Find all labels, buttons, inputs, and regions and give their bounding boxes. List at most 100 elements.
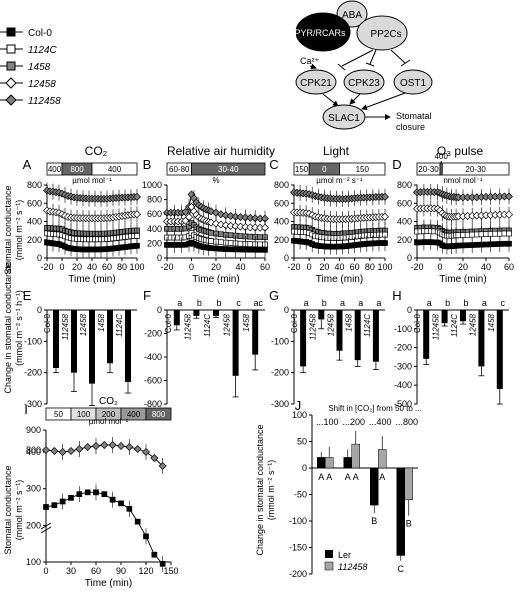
y-tick-label: -300 [394,361,412,371]
data-point [134,233,140,239]
data-point [506,240,512,247]
bar [89,310,95,384]
category-label: ...200 [342,417,365,427]
bar [378,449,387,469]
bar [370,467,379,506]
y-tick-label: 200 [274,235,289,245]
category-label: 112458 [432,313,441,340]
panel-letter: E [23,288,32,303]
bar [252,310,259,355]
x-tick-label: 0 [189,262,194,272]
bar [460,310,466,322]
category-label: 112458 [183,313,192,340]
panel-letter: I [24,402,28,417]
category-label: Col-0 [164,313,173,333]
data-point [100,441,109,449]
x-axis-label: Time (min) [316,274,363,285]
bar [496,310,503,389]
y-tick-label: 200 [26,520,41,530]
x-tick-label: 150 [163,566,178,576]
ylabel-j: Change in stomatal conductance [255,424,265,555]
data-point [257,241,263,248]
data-point [133,210,141,219]
x-tick-label: 0 [43,566,48,576]
y-tick-label: -100 [394,324,412,334]
x-tick-label: 40 [235,262,245,272]
x-tick-label: 0 [59,262,64,272]
column-title-co2: CO₂ [85,144,108,158]
data-point [181,208,190,217]
y-tick-label: -200 [394,343,412,353]
treatment-bar-label: 150 [295,165,309,174]
x-axis-label: Time (min) [439,274,486,285]
x-tick-label: 90 [116,566,126,576]
data-point [455,232,462,239]
y-tick-label: -800 [144,399,162,409]
data-point [247,241,254,247]
receptor-label: PYR/RCARs [294,28,346,38]
data-point [158,462,167,470]
data-point [59,498,66,505]
cpk21-node [295,69,337,95]
significance-letter: a [482,298,487,308]
legend-label-1458: 1458 [28,62,51,73]
y-tick-label: -200 [144,329,162,339]
data-point [460,232,466,238]
category-label: Col-0 [290,313,299,333]
treatment-bar-label: 50 [54,410,63,419]
data-point [42,446,50,454]
cpk21-label: CPK21 [300,78,332,89]
aba-label: ABA [342,10,362,21]
category-label: 112458 [61,313,70,340]
bar [423,310,430,359]
x-tick-label: 40 [481,262,491,272]
significance-letter: A [326,472,332,482]
x-tick-label: 60 [504,262,514,272]
data-point [237,240,244,247]
y-tick-label: 400 [27,217,42,227]
data-point [460,242,466,249]
data-point [236,222,245,231]
bar [193,310,200,316]
y-tick-label: 0 [37,253,42,263]
data-point [226,221,235,230]
significance-letter: ac [253,298,263,308]
data-point [247,246,254,253]
treatment-bar-label: 100 [77,410,91,419]
treatment-unit-label: % [212,176,219,185]
category-label: Col-0 [413,313,422,333]
outcome-label: Stomatal [396,111,432,121]
data-point [506,230,512,237]
y-tick-label: 0 [157,253,162,263]
data-point [68,494,74,501]
y-tick-label: 200 [27,235,42,245]
significance-letter: A [379,472,385,482]
x-tick-label: 100 [377,262,392,272]
data-point [242,246,249,253]
legend-marker-112458 [5,94,17,106]
data-point [133,445,142,453]
outcome-label-line2: closure [396,122,425,132]
y-tick-label: 600 [147,209,162,219]
category-label: 12458 [327,313,336,336]
data-point [125,443,134,451]
significance-letter: b [463,298,468,308]
y-tick-label: 300 [26,484,41,494]
y-tick-label: 0 [302,463,307,473]
pp2c-node [356,15,408,51]
panel-b: 60-80 30-40%-20 0 20 40 6002004006008001000Ti… [142,157,270,285]
y-tick-label: 800 [26,445,41,455]
category-label: 12458 [79,313,88,336]
y-tick-label: 400 [274,217,289,227]
category-label: 1124C [203,314,212,337]
y-tick-label: 600 [397,198,412,208]
data-point [143,533,149,540]
significance-letter: a [304,298,309,308]
significance-letter: c [236,298,241,308]
y-tick-label: 200 [147,238,162,248]
y-tick-label: -600 [144,376,162,386]
